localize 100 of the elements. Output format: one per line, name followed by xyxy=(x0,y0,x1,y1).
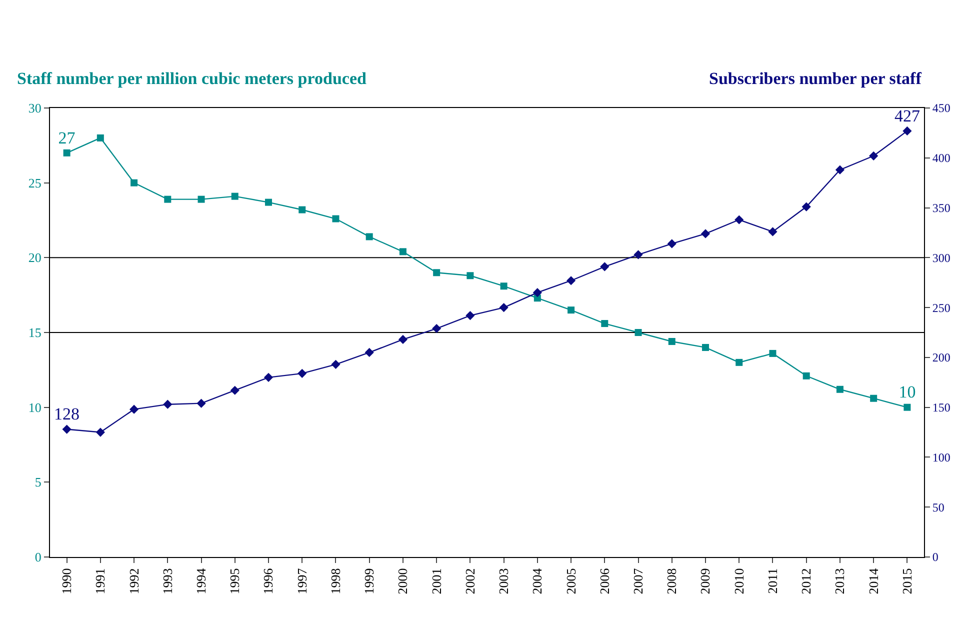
x-tick-label: 2009 xyxy=(698,568,713,594)
point xyxy=(230,386,240,395)
point xyxy=(802,202,811,212)
point xyxy=(63,149,70,156)
point xyxy=(634,250,643,260)
point xyxy=(869,151,878,160)
x-tick-label: 1990 xyxy=(59,568,74,594)
data-label: 10 xyxy=(898,382,916,402)
point xyxy=(902,126,912,136)
point xyxy=(466,310,475,320)
data-label: 27 xyxy=(58,128,76,148)
point xyxy=(129,404,139,414)
x-tick-label: 1998 xyxy=(328,568,343,594)
y-tick-label: 5 xyxy=(34,474,42,490)
point xyxy=(298,368,307,378)
point xyxy=(835,165,845,174)
point xyxy=(532,288,542,298)
point xyxy=(198,196,205,203)
x-tick-label: 2012 xyxy=(798,568,814,594)
x-tick-label: 2014 xyxy=(866,568,881,594)
point xyxy=(500,282,508,290)
x-tick-label: 1993 xyxy=(160,568,175,594)
y2-tick-label: 100 xyxy=(932,450,950,464)
y-tick-label: 0 xyxy=(34,550,42,565)
y2-tick-label: 400 xyxy=(932,151,950,166)
point xyxy=(836,386,844,393)
x-tick-label: 2015 xyxy=(899,568,914,594)
x-tick-label: 1991 xyxy=(92,568,108,594)
point xyxy=(768,227,778,236)
x-tick-label: 1995 xyxy=(227,568,242,594)
point xyxy=(399,248,406,256)
y2-tick-label: 0 xyxy=(932,550,938,564)
point xyxy=(600,262,610,272)
point xyxy=(265,198,272,206)
y-tick-label: 15 xyxy=(28,325,42,340)
x-tick-label: 2008 xyxy=(664,568,680,594)
x-tick-label: 2007 xyxy=(630,568,646,594)
point xyxy=(667,239,676,248)
point xyxy=(332,215,340,222)
data-label: 427 xyxy=(894,106,920,126)
x-tick-label: 2006 xyxy=(596,568,612,594)
point xyxy=(62,424,72,434)
point xyxy=(734,215,744,224)
point xyxy=(331,360,340,369)
point xyxy=(802,372,810,380)
y-tick-label: 20 xyxy=(28,250,42,266)
y-axis-title: Staff number per million cubic meters produced xyxy=(17,69,367,88)
y-tick-label: 10 xyxy=(28,400,42,415)
point xyxy=(568,306,575,314)
point xyxy=(96,428,105,437)
data-label: 128 xyxy=(54,404,80,424)
point xyxy=(163,400,172,409)
y2-axis-title: Subscribers number per staff xyxy=(709,69,922,88)
y-tick-label: 25 xyxy=(28,175,42,190)
point xyxy=(264,372,274,382)
point xyxy=(700,229,710,238)
x-tick-label: 2002 xyxy=(462,568,478,594)
y2-tick-label: 150 xyxy=(932,400,950,415)
x-tick-label: 2003 xyxy=(496,568,512,594)
point xyxy=(904,404,911,411)
x-tick-label: 1999 xyxy=(362,568,377,594)
x-tick-label: 2004 xyxy=(530,568,545,594)
point xyxy=(601,320,608,328)
point xyxy=(96,134,104,142)
point xyxy=(196,398,206,408)
point xyxy=(231,192,238,200)
point xyxy=(769,350,776,357)
y2-tick-label: 200 xyxy=(932,350,950,365)
x-tick-label: 1992 xyxy=(126,568,142,594)
y2-tick-label: 300 xyxy=(932,250,950,265)
point xyxy=(432,324,442,334)
x-tick-label: 2010 xyxy=(731,568,746,594)
y2-tick-label: 350 xyxy=(932,200,950,215)
point xyxy=(298,206,306,214)
point xyxy=(634,329,642,336)
point xyxy=(398,334,408,344)
point xyxy=(736,358,743,366)
point xyxy=(130,179,138,186)
x-tick-label: 2000 xyxy=(395,568,410,594)
point xyxy=(433,269,440,276)
point xyxy=(164,196,172,203)
point xyxy=(702,344,709,351)
y-tick-label: 30 xyxy=(28,100,42,116)
y2-tick-label: 50 xyxy=(932,500,944,514)
x-tick-label: 2001 xyxy=(428,568,444,594)
point xyxy=(566,276,576,286)
point xyxy=(364,348,374,358)
y2-tick-label: 450 xyxy=(932,101,950,116)
x-tick-label: 2011 xyxy=(764,568,780,594)
x-tick-label: 1997 xyxy=(294,568,310,594)
point xyxy=(870,394,878,402)
point xyxy=(668,338,676,345)
point xyxy=(466,272,474,280)
y2-tick-label: 250 xyxy=(932,300,950,315)
x-tick-label: 1994 xyxy=(193,568,208,594)
point xyxy=(366,233,373,240)
point xyxy=(499,303,508,312)
x-tick-label: 1996 xyxy=(260,568,276,594)
x-tick-label: 2013 xyxy=(832,568,848,594)
x-tick-label: 2005 xyxy=(563,568,578,594)
